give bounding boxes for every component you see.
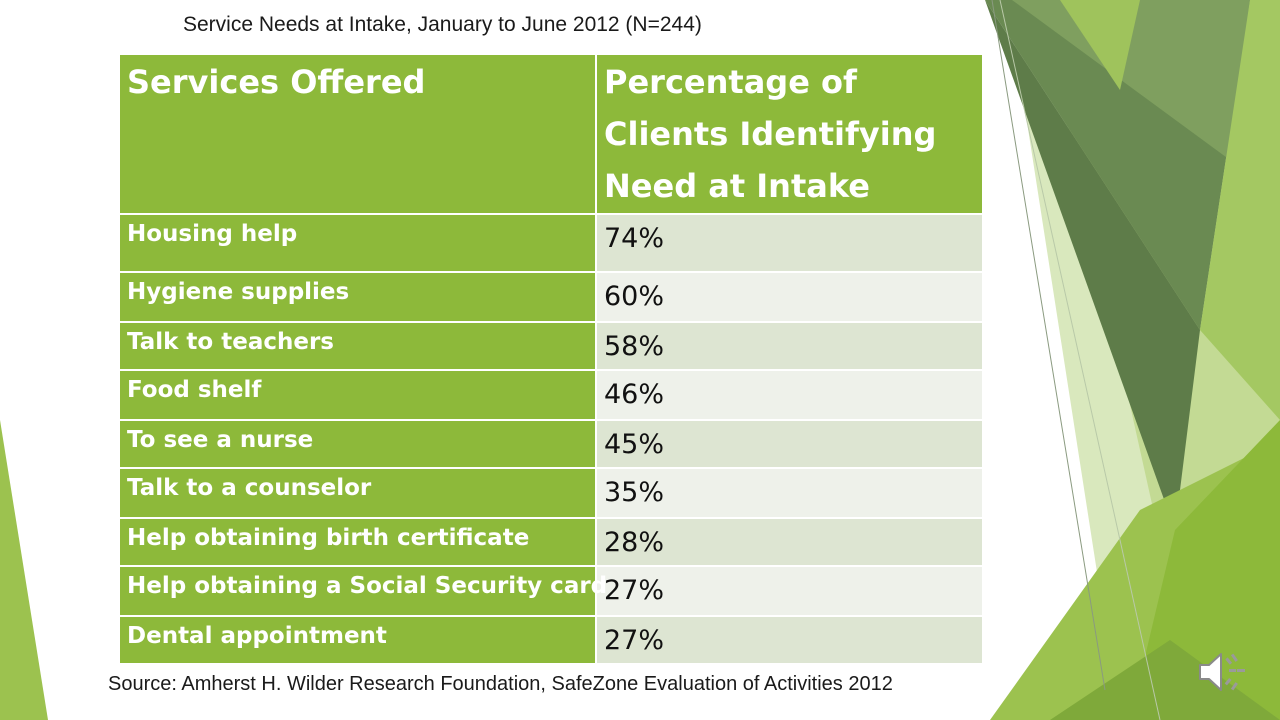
speaker-icon[interactable] xyxy=(1196,648,1248,696)
table-row: Hygiene supplies 60% xyxy=(118,271,984,323)
percent-cell: 27% xyxy=(595,615,984,665)
service-cell: Talk to teachers xyxy=(118,321,597,371)
column-header-services: Services Offered xyxy=(118,53,597,215)
table-row: To see a nurse 45% xyxy=(118,419,984,469)
service-cell: Talk to a counselor xyxy=(118,467,597,519)
percent-cell: 46% xyxy=(595,369,984,421)
table-row: Talk to a counselor 35% xyxy=(118,467,984,519)
service-cell: Food shelf xyxy=(118,369,597,421)
service-cell: Hygiene supplies xyxy=(118,271,597,323)
table-row: Help obtaining birth certificate 28% xyxy=(118,517,984,567)
percent-cell: 74% xyxy=(595,213,984,273)
percent-cell: 27% xyxy=(595,565,984,617)
table-row: Dental appointment 27% xyxy=(118,615,984,665)
service-cell: Help obtaining a Social Security card xyxy=(118,565,607,617)
percent-cell: 35% xyxy=(595,467,984,519)
service-cell: Housing help xyxy=(118,213,597,273)
service-cell: Dental appointment xyxy=(118,615,597,665)
service-cell: To see a nurse xyxy=(118,419,597,469)
percent-cell: 28% xyxy=(595,517,984,567)
percent-cell: 58% xyxy=(595,321,984,371)
slide-title: Service Needs at Intake, January to June… xyxy=(183,13,702,36)
table-header-row: Services Offered Percentage of Clients I… xyxy=(118,53,984,215)
percent-cell: 60% xyxy=(595,271,984,323)
service-cell: Help obtaining birth certificate xyxy=(118,517,597,567)
table-row: Housing help 74% xyxy=(118,213,984,273)
service-needs-table-container: Services Offered Percentage of Clients I… xyxy=(118,53,984,665)
table-row: Food shelf 46% xyxy=(118,369,984,421)
percent-cell: 45% xyxy=(595,419,984,469)
table-row: Help obtaining a Social Security card 27… xyxy=(118,565,984,617)
column-header-percentage: Percentage of Clients Identifying Need a… xyxy=(595,53,984,215)
service-needs-table: Services Offered Percentage of Clients I… xyxy=(118,53,984,665)
source-citation: Source: Amherst H. Wilder Research Found… xyxy=(108,673,893,695)
table-row: Talk to teachers 58% xyxy=(118,321,984,371)
